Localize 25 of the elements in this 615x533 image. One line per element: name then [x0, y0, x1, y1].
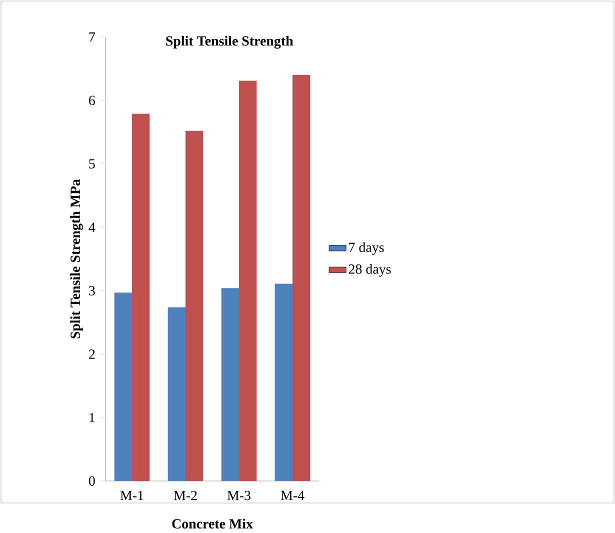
bar	[132, 114, 150, 481]
bar	[114, 292, 132, 481]
y-tick-label: 6	[89, 96, 95, 106]
y-tick-label: 1	[90, 412, 95, 422]
y-tick-label: 3	[89, 286, 95, 296]
y-tick-label: 5	[89, 159, 95, 168]
bar	[292, 74, 310, 481]
y-tick-label: 2	[89, 349, 95, 359]
bar	[221, 288, 240, 481]
x-tick-label: M-2	[174, 490, 197, 500]
y-tick-label: 4	[88, 222, 96, 232]
x-tick-label: M-1	[120, 490, 144, 500]
legend-label: 28 days	[348, 264, 391, 277]
x-tick-label: M-4	[280, 490, 304, 500]
bar	[168, 307, 186, 481]
y-tick-label: 7	[89, 32, 96, 42]
x-tick-label: M-3	[227, 490, 250, 500]
chart-title: Split Tensile Strength	[166, 36, 294, 49]
y-axis-title: Split Tensile Strength MPa	[70, 179, 83, 338]
bar	[186, 130, 204, 481]
bar	[239, 80, 257, 481]
bar	[274, 284, 293, 481]
y-tick-label: 0	[88, 476, 95, 486]
legend-label: 7 days	[349, 242, 384, 255]
x-axis-title: Concrete Mix	[172, 518, 253, 528]
